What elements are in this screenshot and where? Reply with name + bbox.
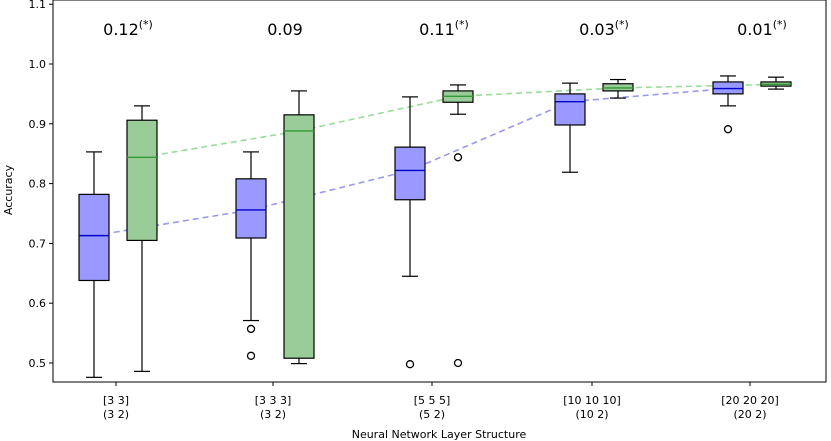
outlier-point bbox=[453, 153, 463, 162]
x-tick-label-line1: [5 5 5] bbox=[414, 394, 451, 407]
x-axis: [3 3](3 2)[3 3 3](3 2)[5 5 5](5 2)[10 10… bbox=[103, 382, 779, 421]
annotation-value: 0.01 bbox=[737, 20, 773, 39]
y-tick-label: 0.8 bbox=[29, 178, 47, 191]
x-tick-label-line2: (3 2) bbox=[103, 408, 129, 421]
annotation-marker: (*) bbox=[615, 18, 629, 31]
x-tick-label-line2: (5 2) bbox=[419, 408, 445, 421]
box-plot bbox=[283, 90, 315, 365]
box-series bbox=[78, 75, 792, 378]
group-annotations: 0.12(*) 0.09 0.11(*) 0.03(*) 0.01(*) bbox=[103, 18, 787, 39]
box-plot bbox=[554, 82, 586, 173]
box-iqr bbox=[126, 119, 158, 242]
x-axis-label: Neural Network Layer Structure bbox=[352, 428, 527, 441]
y-axis-label: Accuracy bbox=[2, 164, 15, 215]
x-tick-label-line2: (3 2) bbox=[260, 408, 286, 421]
y-tick-label: 0.6 bbox=[29, 297, 47, 310]
box-plot bbox=[235, 151, 267, 360]
y-tick-label: 1.1 bbox=[29, 0, 47, 11]
x-tick-label-line1: [3 3 3] bbox=[255, 394, 292, 407]
group-annotation: 0.03(*) bbox=[579, 18, 629, 39]
group-annotation: 0.12(*) bbox=[103, 18, 153, 39]
outlier-point bbox=[246, 351, 256, 360]
box-plot bbox=[78, 151, 110, 378]
group-annotation: 0.09 bbox=[267, 20, 303, 39]
x-tick-label-line1: [3 3] bbox=[103, 394, 129, 407]
outlier-point bbox=[723, 125, 733, 134]
y-tick-label: 0.9 bbox=[29, 118, 47, 131]
y-tick-label: 0.5 bbox=[29, 357, 47, 370]
box-iqr bbox=[554, 93, 586, 126]
x-tick-label-line2: (20 2) bbox=[733, 408, 766, 421]
annotation-value: 0.11 bbox=[419, 20, 455, 39]
outlier-point bbox=[453, 358, 463, 368]
group-annotation: 0.01(*) bbox=[737, 18, 787, 39]
box-iqr bbox=[235, 178, 267, 239]
x-tick-label-line1: [20 20 20] bbox=[721, 394, 779, 407]
box-plot bbox=[394, 96, 426, 369]
annotation-marker: (*) bbox=[773, 18, 787, 31]
outlier-point bbox=[246, 324, 256, 334]
x-tick-label-line2: (10 2) bbox=[575, 408, 608, 421]
box-iqr bbox=[283, 114, 315, 359]
box-plot bbox=[126, 105, 158, 372]
plot-area bbox=[52, 0, 827, 383]
group-annotation: 0.11(*) bbox=[419, 18, 469, 39]
box-iqr bbox=[78, 193, 110, 282]
annotation-marker: (*) bbox=[455, 18, 469, 31]
y-axis: 0.5 0.6 0.7 0.8 0.9 1.0 1.1 bbox=[29, 0, 53, 370]
box-plot bbox=[442, 84, 474, 368]
annotation-value: 0.03 bbox=[579, 20, 615, 39]
annotation-marker: (*) bbox=[139, 18, 153, 31]
y-tick-label: 0.7 bbox=[29, 237, 47, 250]
annotation-value: 0.09 bbox=[267, 20, 303, 39]
box-plot bbox=[712, 75, 744, 134]
x-tick-label-line1: [10 10 10] bbox=[563, 394, 621, 407]
y-tick-label: 1.0 bbox=[29, 58, 47, 71]
box-iqr bbox=[394, 146, 426, 201]
annotation-value: 0.12 bbox=[103, 20, 139, 39]
box-plot bbox=[602, 78, 634, 99]
box-plot bbox=[760, 76, 792, 90]
outlier-point bbox=[405, 360, 415, 369]
